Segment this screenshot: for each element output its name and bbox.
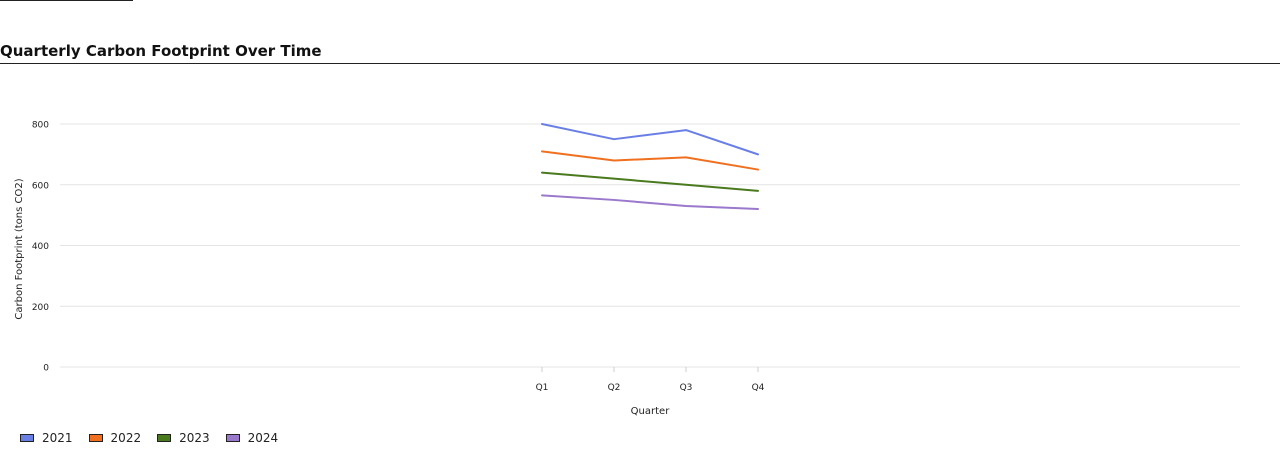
title-rule xyxy=(0,63,1280,64)
series-line-2021 xyxy=(541,123,759,156)
legend: 2021 2022 2023 2024 xyxy=(20,431,294,445)
y-tick-label: 600 xyxy=(32,181,49,191)
series-line-2022 xyxy=(541,150,759,171)
x-tick-label: Q4 xyxy=(752,383,765,393)
x-tick-label: Q1 xyxy=(536,383,549,393)
series-line-2024 xyxy=(541,194,759,211)
legend-item-2024[interactable]: 2024 xyxy=(225,431,279,445)
legend-item-2021[interactable]: 2021 xyxy=(20,431,73,445)
legend-label: 2023 xyxy=(179,431,210,445)
y-tick-label: 800 xyxy=(32,121,49,131)
gridlines xyxy=(60,123,1240,368)
legend-item-2023[interactable]: 2023 xyxy=(157,431,210,445)
legend-label: 2024 xyxy=(247,431,279,445)
x-axis-title: Quarter xyxy=(631,406,671,417)
legend-label: 2021 xyxy=(42,431,73,445)
legend-item-2022[interactable]: 2022 xyxy=(88,431,142,445)
y-axis-ticks: 0 200 400 600 800 xyxy=(32,121,49,374)
legend-swatch xyxy=(225,434,240,442)
y-axis-title: Carbon Footprint (tons CO2) xyxy=(14,178,25,319)
chart-title: Quarterly Carbon Footprint Over Time xyxy=(0,42,322,60)
y-tick-label: 400 xyxy=(32,242,49,252)
y-tick-label: 0 xyxy=(43,364,49,374)
x-tick-label: Q2 xyxy=(608,383,621,393)
legend-swatch xyxy=(157,434,172,442)
series-lines xyxy=(541,123,759,211)
legend-label: 2022 xyxy=(110,431,142,445)
top-rule xyxy=(0,0,133,1)
y-tick-label: 200 xyxy=(32,303,49,313)
x-axis-ticks: Q1 Q2 Q3 Q4 xyxy=(536,367,765,393)
legend-swatch xyxy=(88,434,103,442)
series-line-2023 xyxy=(541,171,759,192)
x-tick-label: Q3 xyxy=(680,383,693,393)
legend-swatch xyxy=(20,434,34,442)
